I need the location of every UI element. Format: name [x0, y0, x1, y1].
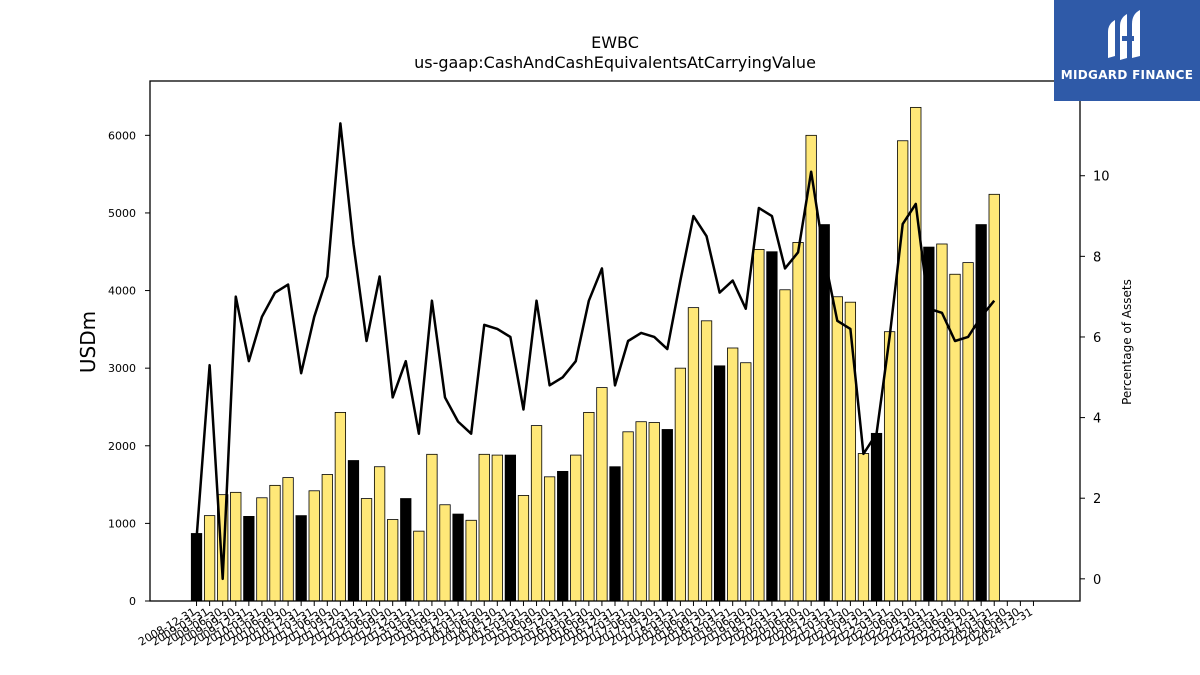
bar-2019-12-31	[766, 251, 778, 602]
bar-2010-06-30	[269, 484, 281, 602]
bar-2023-12-31	[975, 224, 987, 602]
y-tick-label: 3000	[108, 362, 136, 375]
bar-2015-03-31	[517, 495, 530, 602]
y2-tick-label: 10	[1093, 170, 1110, 185]
bar-2019-06-30	[740, 362, 752, 602]
bar-2009-09-30	[230, 491, 242, 602]
bar-2013-09-30	[439, 504, 451, 602]
bar-2009-03-31	[203, 515, 216, 602]
y2-tick-label: 0	[1093, 573, 1101, 588]
bar-2023-09-30	[962, 262, 974, 602]
bar-2022-09-30	[910, 106, 922, 602]
y2-axis-label: Percentage of Assets	[1120, 279, 1134, 405]
y2-tick-label: 4	[1093, 412, 1101, 427]
y-tick-label: 1000	[108, 517, 136, 530]
brand-logo: MIDGARD FINANCE	[1054, 0, 1200, 101]
bar-2020-03-31	[779, 289, 791, 602]
bar-2016-03-31	[570, 454, 582, 602]
bar-2011-06-30	[321, 474, 333, 602]
bar-2014-03-31	[465, 519, 477, 602]
bar-2023-03-31	[936, 243, 948, 602]
y-tick-label: 5000	[108, 207, 136, 220]
bar-2013-03-31	[413, 530, 425, 602]
bar-2010-12-31	[295, 515, 307, 602]
bar-2024-03-31	[988, 193, 1000, 602]
percentage-line	[195, 122, 996, 581]
y-axis-label: USDm	[76, 311, 100, 373]
bar-2019-09-30	[753, 249, 765, 602]
bar-2010-03-31	[256, 497, 268, 602]
bar-2022-06-30	[897, 140, 909, 602]
bar-2012-03-31	[360, 498, 373, 602]
bar-2018-09-30	[700, 320, 713, 602]
y2-tick-label: 6	[1093, 331, 1101, 346]
chart-title: EWBC	[591, 33, 639, 52]
bar-2009-12-31	[243, 516, 255, 602]
bar-2016-12-31	[609, 466, 621, 602]
bar-2012-12-31	[400, 498, 412, 602]
bar-2011-12-31	[347, 460, 360, 602]
bar-2021-03-31	[831, 296, 843, 602]
bar-2013-06-30	[426, 453, 438, 602]
bar-2013-12-31	[452, 513, 464, 602]
bar-2014-06-30	[478, 453, 490, 602]
bar-2018-06-30	[687, 307, 700, 602]
bar-2012-09-30	[387, 519, 399, 602]
y-tick-label: 0	[129, 595, 136, 608]
bar-2016-09-30	[596, 387, 608, 602]
bar-2017-09-30	[648, 422, 660, 602]
bar-group	[190, 106, 1000, 602]
bar-2023-06-30	[949, 273, 961, 602]
bar-2021-12-31	[870, 432, 883, 602]
bar-2018-03-31	[674, 367, 687, 602]
bar-2020-06-30	[792, 242, 804, 602]
bar-2011-03-31	[308, 490, 320, 602]
bar-2017-03-31	[622, 431, 634, 602]
bar-2021-06-30	[844, 301, 857, 602]
axes: 010002000300040005000600002468102008-12-…	[108, 80, 1110, 649]
bar-2017-06-30	[635, 421, 647, 602]
y2-tick-label: 8	[1093, 250, 1101, 265]
bar-2011-09-30	[334, 411, 347, 602]
line-layer	[195, 122, 996, 581]
bar-2015-12-31	[557, 470, 569, 602]
bar-2010-09-30	[282, 477, 294, 602]
brand-name: MIDGARD FINANCE	[1060, 68, 1194, 82]
bar-2018-12-31	[713, 365, 726, 602]
y-tick-label: 2000	[108, 440, 136, 453]
y-tick-label: 6000	[108, 129, 136, 142]
bar-2016-06-30	[583, 411, 595, 602]
bar-2012-06-30	[373, 466, 386, 602]
bar-2015-06-30	[530, 425, 543, 602]
bar-2015-09-30	[543, 476, 556, 602]
bar-2008-12-31	[190, 533, 203, 602]
bar-2020-12-31	[818, 224, 830, 602]
chart-subtitle: us-gaap:CashAndCashEquivalentsAtCarrying…	[414, 53, 816, 72]
y-tick-label: 4000	[108, 285, 136, 298]
bar-2020-09-30	[805, 134, 817, 602]
midgard-logo-icon	[1108, 10, 1140, 60]
bar-2014-09-30	[491, 454, 503, 602]
y2-tick-label: 2	[1093, 492, 1101, 507]
bar-2021-09-30	[857, 453, 870, 602]
bar-2017-12-31	[661, 429, 673, 602]
bar-2019-03-31	[727, 347, 739, 602]
bar-2014-12-31	[504, 454, 517, 602]
